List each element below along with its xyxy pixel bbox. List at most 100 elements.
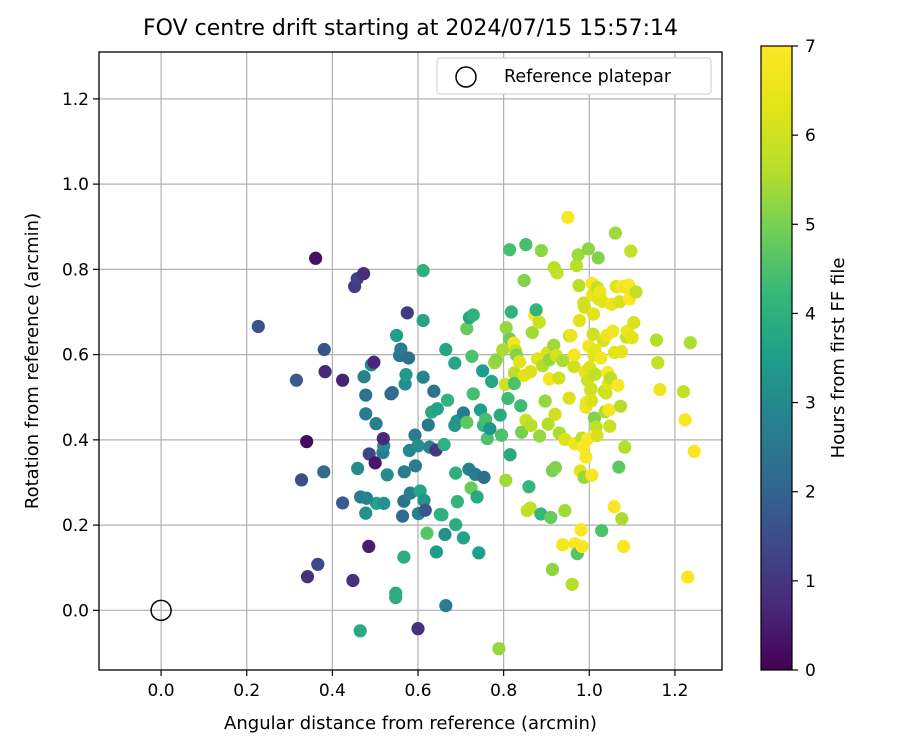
data-point	[525, 325, 539, 340]
data-point	[416, 313, 430, 328]
data-point	[678, 413, 692, 427]
legend-box	[436, 57, 712, 95]
data-point	[586, 327, 600, 341]
data-point	[625, 330, 639, 345]
data-point	[399, 368, 413, 382]
data-point	[556, 538, 570, 552]
data-point	[548, 407, 562, 421]
data-point	[408, 428, 422, 442]
data-point	[586, 307, 601, 321]
data-point	[336, 373, 350, 387]
data-point	[574, 523, 588, 537]
data-point	[418, 503, 432, 517]
y-tick-label: 0.2	[62, 516, 89, 536]
colorbar: 0 1 2 3 4 5 6 7 Hours from first FF file	[760, 37, 849, 681]
data-point	[289, 373, 303, 387]
data-point	[439, 342, 453, 357]
colorbar-tick-label: 3	[805, 394, 816, 414]
data-point	[558, 503, 572, 518]
data-point	[624, 244, 638, 258]
data-point	[472, 546, 486, 560]
data-point	[567, 359, 581, 374]
colorbar-tick-label: 5	[805, 215, 816, 235]
data-point	[579, 450, 593, 464]
data-point	[494, 428, 509, 442]
data-point	[507, 376, 521, 391]
data-point	[496, 343, 510, 357]
y-tick-label: 1.2	[62, 90, 89, 110]
data-point	[564, 328, 578, 343]
data-point	[613, 399, 628, 413]
data-point	[606, 324, 620, 338]
data-point	[460, 322, 474, 336]
data-point	[532, 429, 547, 443]
colorbar-tick-label: 2	[805, 483, 816, 503]
data-point	[681, 570, 695, 584]
data-point	[360, 491, 374, 505]
data-point	[517, 273, 531, 288]
data-point	[548, 460, 563, 475]
legend: Reference platepar	[436, 57, 712, 95]
data-point	[416, 264, 430, 278]
data-point	[377, 496, 391, 510]
data-point	[608, 226, 622, 240]
data-point	[534, 244, 548, 258]
data-point	[317, 465, 331, 479]
data-point	[618, 440, 632, 454]
legend-reference-marker	[455, 66, 477, 88]
data-point	[376, 431, 390, 446]
data-point	[483, 422, 497, 436]
data-point	[544, 510, 558, 525]
data-point	[416, 370, 430, 384]
data-point	[687, 444, 701, 458]
data-point	[493, 408, 507, 422]
data-point	[649, 333, 664, 347]
data-point	[501, 391, 515, 406]
data-point	[522, 480, 536, 494]
x-tick-label: 0.8	[490, 681, 517, 701]
data-point	[448, 356, 462, 370]
data-point	[552, 371, 566, 385]
x-tick-label: 0.0	[148, 681, 175, 701]
scatter-points	[251, 210, 701, 656]
data-point	[584, 394, 599, 408]
data-point	[427, 384, 441, 398]
data-point	[541, 417, 555, 431]
colorbar-tick-label: 7	[805, 37, 816, 57]
y-tick-label: 0.6	[62, 346, 89, 366]
data-point	[395, 509, 410, 523]
data-point	[385, 385, 399, 400]
data-point	[485, 374, 499, 389]
data-point	[397, 550, 411, 564]
data-point	[403, 486, 417, 500]
data-point	[351, 461, 365, 476]
data-point	[603, 419, 617, 433]
y-axis-ticks: 0.0 0.2 0.4 0.6 0.8 1.0 1.2	[62, 90, 99, 621]
data-point	[627, 316, 641, 330]
data-point	[569, 258, 584, 273]
x-tick-label: 1.2	[661, 681, 688, 701]
x-axis-ticks: 0.0 0.2 0.4 0.6 0.8 1.0 1.2	[148, 670, 688, 701]
reference-marker	[150, 599, 172, 622]
data-point	[368, 456, 382, 470]
data-point	[476, 364, 490, 378]
data-point	[492, 642, 506, 656]
data-point	[594, 351, 608, 365]
data-point	[503, 448, 517, 462]
data-point	[567, 348, 581, 362]
data-point	[311, 557, 325, 571]
data-point	[357, 267, 371, 281]
data-point	[430, 402, 444, 416]
colorbar-tick-label: 6	[805, 126, 816, 146]
data-point	[653, 382, 667, 397]
data-point	[300, 434, 314, 449]
reference-platepar-point	[150, 599, 172, 622]
data-point	[439, 599, 453, 613]
data-point	[615, 512, 629, 526]
data-point	[309, 251, 323, 265]
data-point	[607, 500, 621, 514]
data-point	[359, 388, 373, 402]
data-point	[590, 428, 604, 443]
data-point	[317, 342, 331, 357]
data-point	[466, 387, 480, 401]
